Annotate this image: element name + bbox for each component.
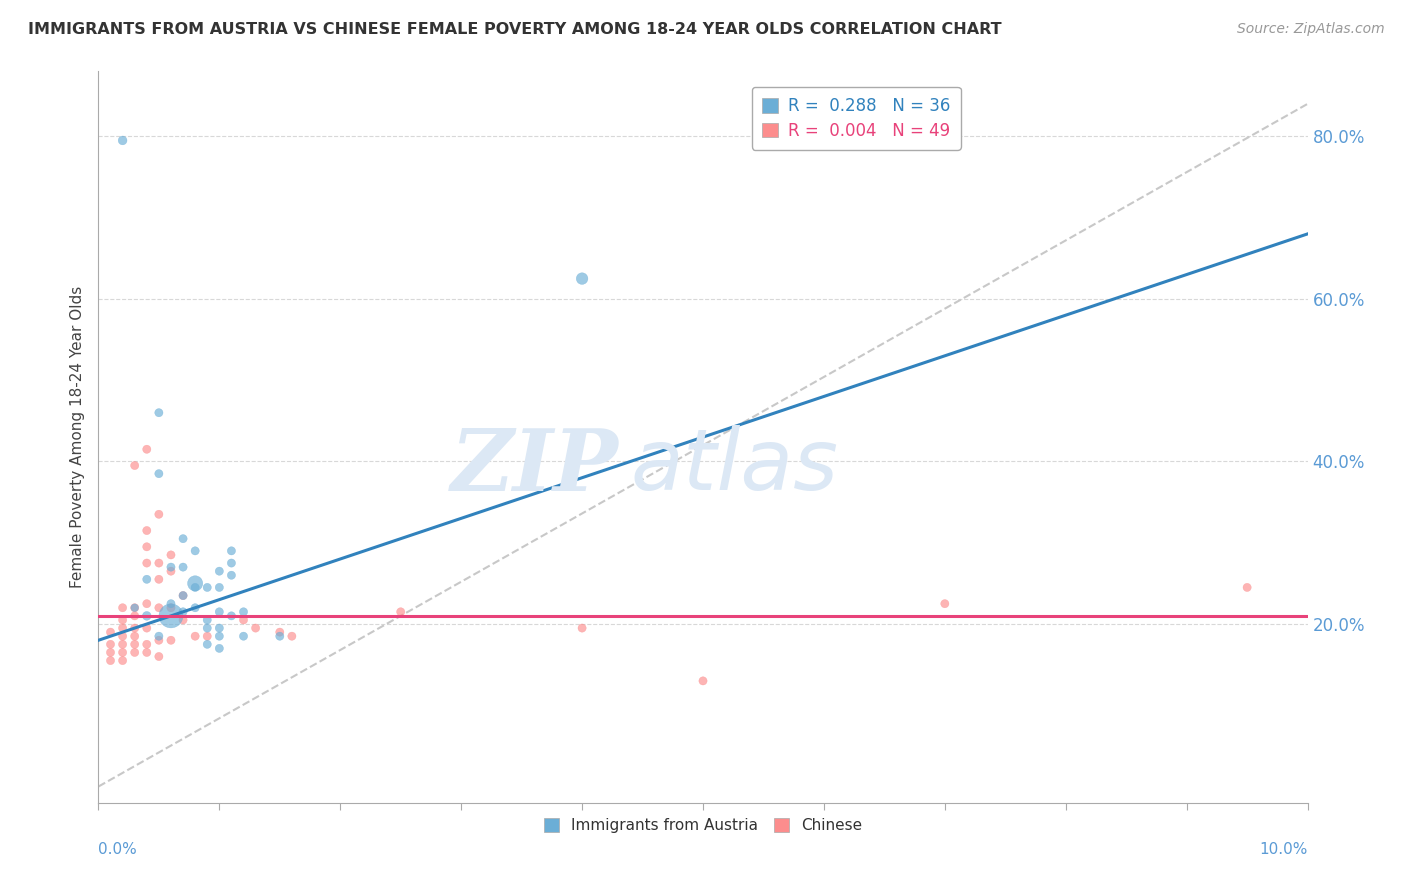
Point [148,649,170,664]
Point [184,581,207,595]
Point [124,621,146,635]
Point [221,544,243,558]
Point [160,608,183,623]
Point [135,540,157,554]
Point [160,548,183,562]
Point [135,608,157,623]
Text: 10.0%: 10.0% [1260,842,1308,856]
Text: atlas: atlas [630,425,838,508]
Point [124,600,146,615]
Point [172,589,194,603]
Y-axis label: Female Poverty Among 18-24 Year Olds: Female Poverty Among 18-24 Year Olds [69,286,84,588]
Point [135,556,157,570]
Point [100,654,122,668]
Point [135,442,157,457]
Point [160,600,183,615]
Point [195,581,218,595]
Point [934,597,956,611]
Point [221,568,243,582]
Point [389,605,412,619]
Point [232,605,254,619]
Point [245,621,267,635]
Legend: Immigrants from Austria, Chinese: Immigrants from Austria, Chinese [537,812,869,839]
Point [195,613,218,627]
Point [184,629,207,643]
Point [100,645,122,659]
Point [135,597,157,611]
Point [184,576,207,591]
Point [148,508,170,522]
Point [148,633,170,648]
Point [281,629,304,643]
Point [124,458,146,473]
Point [208,605,231,619]
Point [1236,581,1258,595]
Point [208,581,231,595]
Point [111,621,134,635]
Point [111,613,134,627]
Point [135,524,157,538]
Point [571,271,593,285]
Point [135,572,157,586]
Point [172,605,194,619]
Point [100,637,122,651]
Point [184,600,207,615]
Text: Source: ZipAtlas.com: Source: ZipAtlas.com [1237,22,1385,37]
Point [208,641,231,656]
Point [124,608,146,623]
Point [221,556,243,570]
Point [195,629,218,643]
Point [160,560,183,574]
Point [232,613,254,627]
Point [111,654,134,668]
Point [135,637,157,651]
Point [195,621,218,635]
Point [160,633,183,648]
Text: ZIP: ZIP [450,425,619,508]
Point [148,600,170,615]
Point [148,467,170,481]
Point [124,637,146,651]
Point [148,572,170,586]
Point [111,645,134,659]
Point [269,625,291,640]
Point [148,556,170,570]
Point [269,629,291,643]
Point [148,406,170,420]
Point [111,133,134,147]
Point [124,645,146,659]
Point [124,629,146,643]
Point [571,621,593,635]
Point [160,564,183,578]
Point [135,645,157,659]
Point [124,600,146,615]
Text: IMMIGRANTS FROM AUSTRIA VS CHINESE FEMALE POVERTY AMONG 18-24 YEAR OLDS CORRELAT: IMMIGRANTS FROM AUSTRIA VS CHINESE FEMAL… [28,22,1001,37]
Point [148,629,170,643]
Point [172,589,194,603]
Point [111,600,134,615]
Point [160,597,183,611]
Point [195,637,218,651]
Point [208,621,231,635]
Point [111,637,134,651]
Point [172,613,194,627]
Point [100,625,122,640]
Point [232,629,254,643]
Point [111,629,134,643]
Point [221,608,243,623]
Point [135,621,157,635]
Point [208,564,231,578]
Text: 0.0%: 0.0% [98,842,138,856]
Point [172,532,194,546]
Point [208,629,231,643]
Point [172,560,194,574]
Point [692,673,714,688]
Point [184,544,207,558]
